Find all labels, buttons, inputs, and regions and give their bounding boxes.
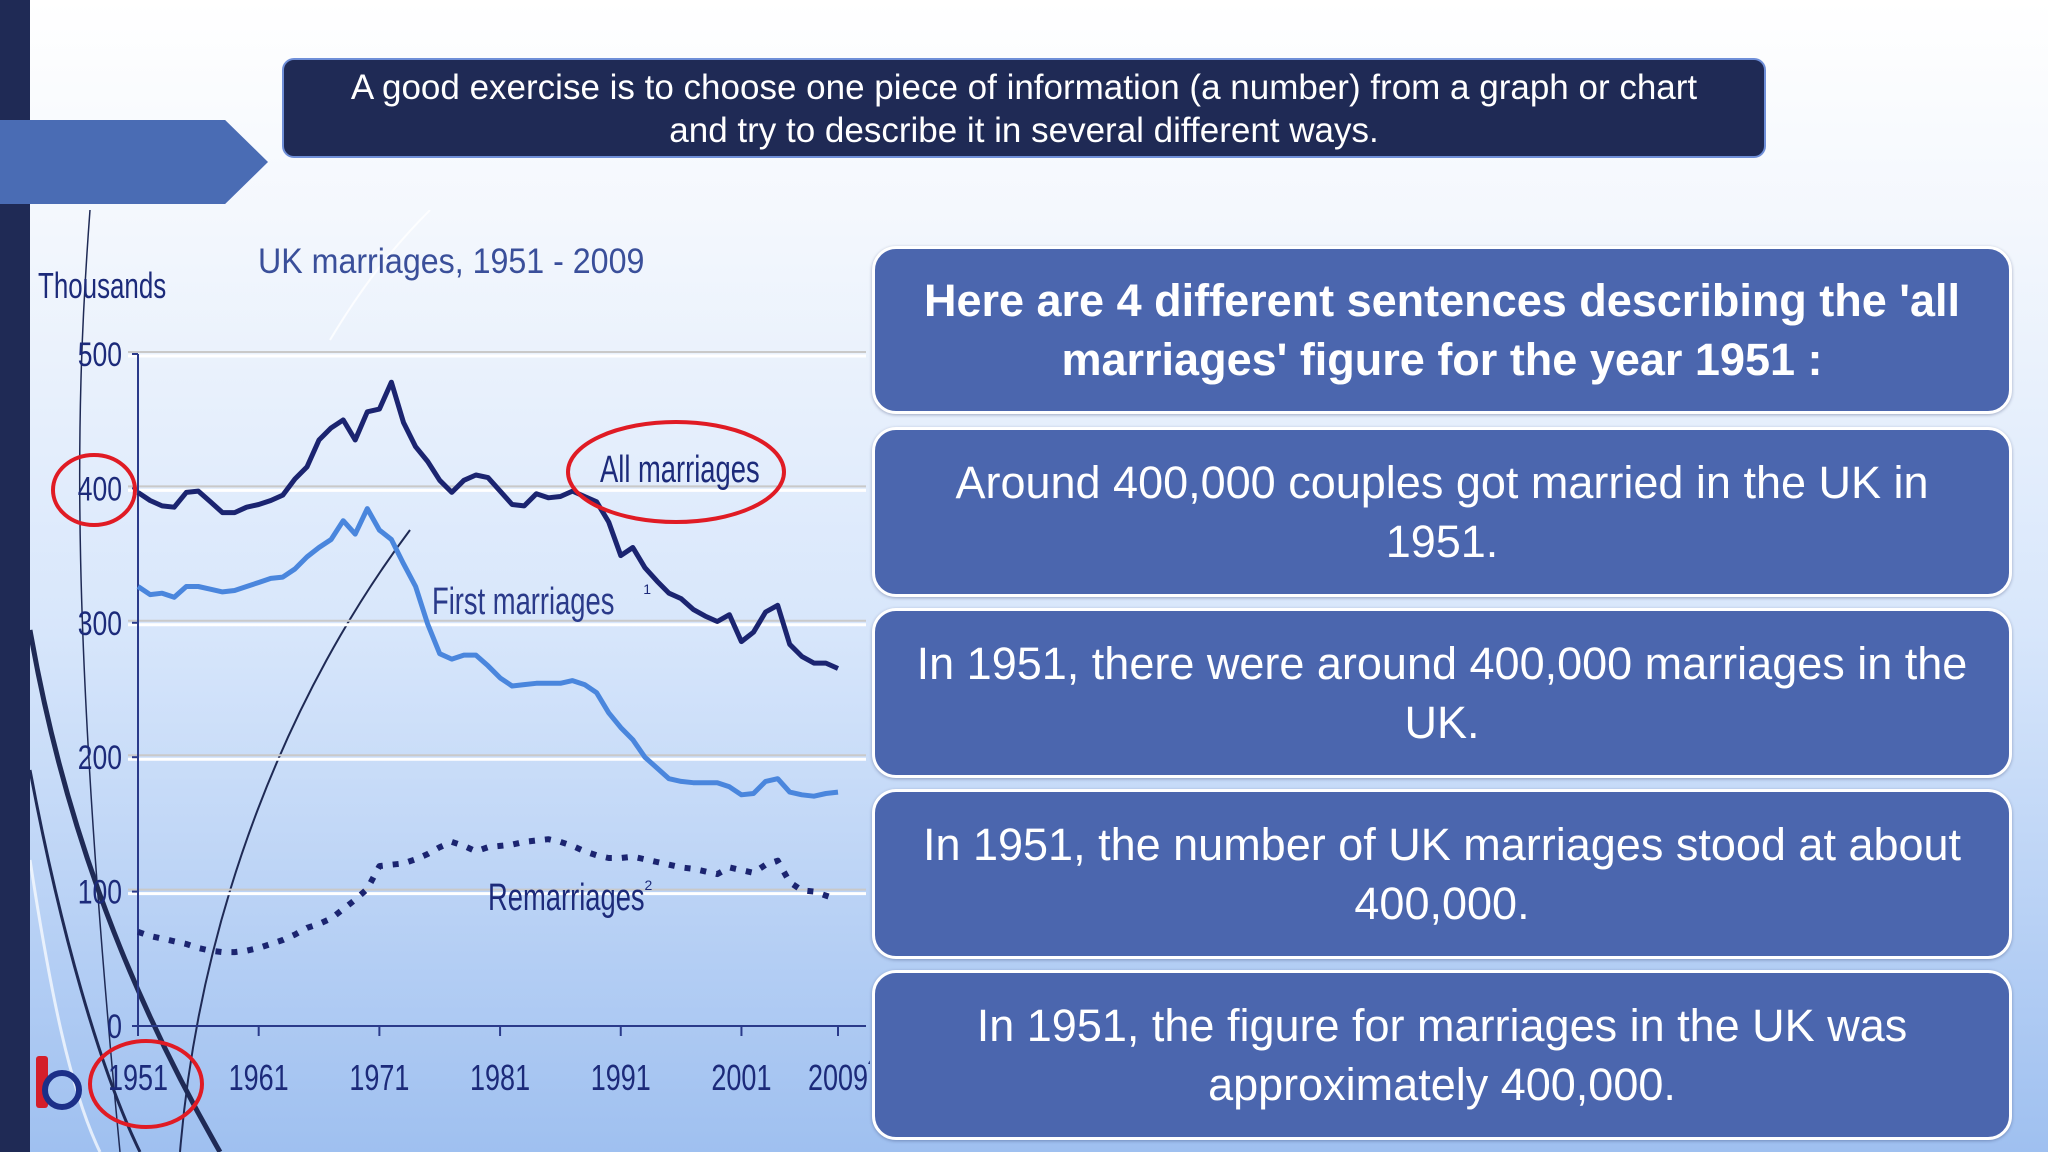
logo-circle: [42, 1070, 82, 1110]
y-tick-label: 0: [107, 1008, 122, 1046]
decor-curve: [78, 210, 121, 1152]
x-tick-label: 2001: [711, 1057, 771, 1098]
callout-line-1: A good exercise is to choose one piece o…: [350, 68, 1698, 107]
x-tick-label: 1991: [591, 1057, 651, 1098]
series-line-remarriages: [137, 836, 839, 956]
sentence-panel-2: In 1951, there were around 400,000 marri…: [872, 608, 2012, 778]
x-tick-label: 2009: [808, 1057, 868, 1098]
callout-line-2: and try to describe it in several differ…: [669, 111, 1379, 150]
decor-curve: [30, 769, 142, 1152]
highlight-circle-1951: [88, 1039, 204, 1129]
decor-curve: [30, 859, 102, 1152]
x-tick-label: 1951: [108, 1057, 168, 1098]
chart-svg: 0 100 200 300 400 500 1951 1961 1971 1981 1991 2001…: [30, 210, 870, 1152]
decor-curve: [179, 529, 411, 1152]
series-label-footnote: 1: [643, 581, 651, 597]
series-label-footnote: 2: [644, 877, 652, 893]
sentence-panel-3: In 1951, the number of UK marriages stoo…: [872, 789, 2012, 959]
instruction-callout: A good exercise is to choose one piece o…: [282, 58, 1766, 158]
y-tick-label: 400: [78, 470, 122, 508]
decor-curve: [329, 210, 431, 341]
sentence-panel-4: In 1951, the figure for marriages in the…: [872, 970, 2012, 1140]
sentence-1-text: Around 400,000 couples got married in th…: [955, 457, 1929, 567]
highlight-circle-400: [51, 453, 137, 527]
y-tick-label: 200: [78, 739, 122, 777]
chart-title: UK marriages, 1951 - 2009: [258, 243, 644, 282]
decor-curve: [30, 629, 223, 1152]
heading-panel: Here are 4 different sentences describin…: [872, 246, 2012, 414]
marriages-chart: 0 100 200 300 400 500 1951 1961 1971 1981 1991 2001…: [30, 210, 870, 1152]
y-axis-label: Thousands: [38, 266, 166, 306]
series-line-all-marriages: [136, 379, 840, 671]
series-label-first-marriages: First marriages: [432, 581, 614, 623]
highlight-circle-all-marriages: [566, 420, 786, 524]
brand-logo: [36, 1056, 106, 1118]
x-tick-label: 1981: [470, 1057, 530, 1098]
heading-text: Here are 4 different sentences describin…: [923, 275, 1961, 385]
arrow-decoration: [0, 120, 268, 204]
sentence-panel-1: Around 400,000 couples got married in th…: [872, 427, 2012, 597]
y-tick-label: 500: [78, 336, 122, 374]
series-line-first-marriages: [136, 506, 839, 799]
sentence-4-text: In 1951, the figure for marriages in the…: [976, 1000, 1908, 1110]
sentence-2-text: In 1951, there were around 400,000 marri…: [916, 638, 1968, 748]
sentence-3-text: In 1951, the number of UK marriages stoo…: [922, 819, 1962, 929]
x-tick-label: 1971: [349, 1057, 409, 1098]
y-tick-label: 300: [78, 605, 122, 643]
y-tick-label: 100: [78, 873, 122, 911]
series-label-all-marriages: All marriages: [600, 449, 760, 491]
series-label-remarriages: Remarriages: [488, 877, 645, 919]
x-tick-label: 1961: [229, 1057, 289, 1098]
x-tick-footnote: 4: [868, 1053, 870, 1069]
